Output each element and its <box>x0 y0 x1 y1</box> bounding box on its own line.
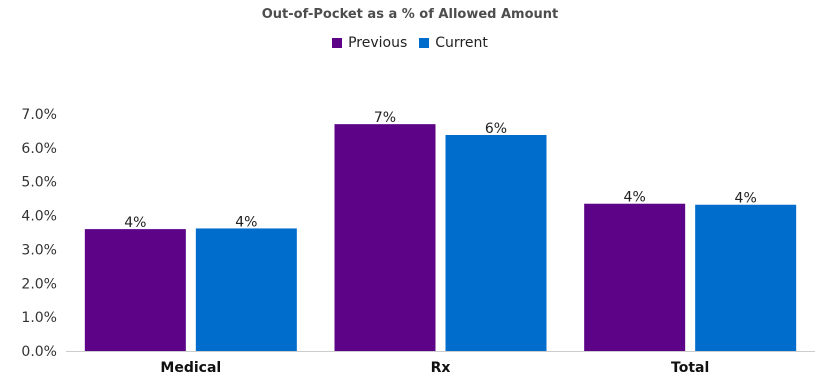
y-tick-label: 3.0% <box>21 242 57 258</box>
y-tick-label: 4.0% <box>21 209 57 225</box>
bar-previous-medical <box>84 229 186 351</box>
legend-item-previous[interactable]: Previous <box>332 35 407 51</box>
bar-current-medical <box>195 228 297 351</box>
y-tick-label: 5.0% <box>21 175 57 191</box>
y-tick-label: 0.0% <box>21 344 57 360</box>
y-tick-label: 2.0% <box>21 276 57 292</box>
data-label: 4% <box>624 190 646 206</box>
legend-item-current[interactable]: Current <box>419 35 488 51</box>
chart-title: Out-of-Pocket as a % of Allowed Amount <box>261 7 559 22</box>
bar-previous-rx <box>334 124 436 352</box>
legend: Previous Current <box>0 35 820 51</box>
data-label: 4% <box>124 215 146 231</box>
y-tick-label: 6.0% <box>21 141 57 157</box>
x-category-label: Rx <box>431 360 451 376</box>
y-tick-label: 1.0% <box>21 310 57 326</box>
data-label: 4% <box>235 214 257 230</box>
bar-current-total <box>695 204 797 351</box>
data-label: 6% <box>485 121 507 137</box>
bar-current-rx <box>445 134 547 351</box>
x-category-label: Medical <box>160 360 221 376</box>
bar-previous-total <box>584 203 686 351</box>
legend-swatch-previous <box>332 38 343 48</box>
legend-label-current: Current <box>435 35 488 51</box>
legend-swatch-current <box>419 38 430 48</box>
x-category-label: Total <box>671 360 709 376</box>
y-tick-label: 7.0% <box>21 107 57 123</box>
data-label: 4% <box>735 191 757 207</box>
data-label: 7% <box>374 110 396 126</box>
legend-label-previous: Previous <box>348 35 408 51</box>
